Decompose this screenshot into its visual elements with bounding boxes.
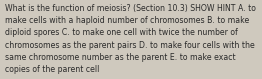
Text: same chromosome number as the parent E. to make exact: same chromosome number as the parent E. …: [5, 53, 235, 62]
Text: chromosomes as the parent pairs D. to make four cells with the: chromosomes as the parent pairs D. to ma…: [5, 41, 254, 50]
Text: make cells with a haploid number of chromosomes B. to make: make cells with a haploid number of chro…: [5, 16, 249, 25]
Text: diploid spores C. to make one cell with twice the number of: diploid spores C. to make one cell with …: [5, 28, 237, 37]
Text: copies of the parent cell: copies of the parent cell: [5, 65, 99, 74]
Text: What is the function of meiosis? (Section 10.3) SHOW HINT A. to: What is the function of meiosis? (Sectio…: [5, 4, 256, 13]
